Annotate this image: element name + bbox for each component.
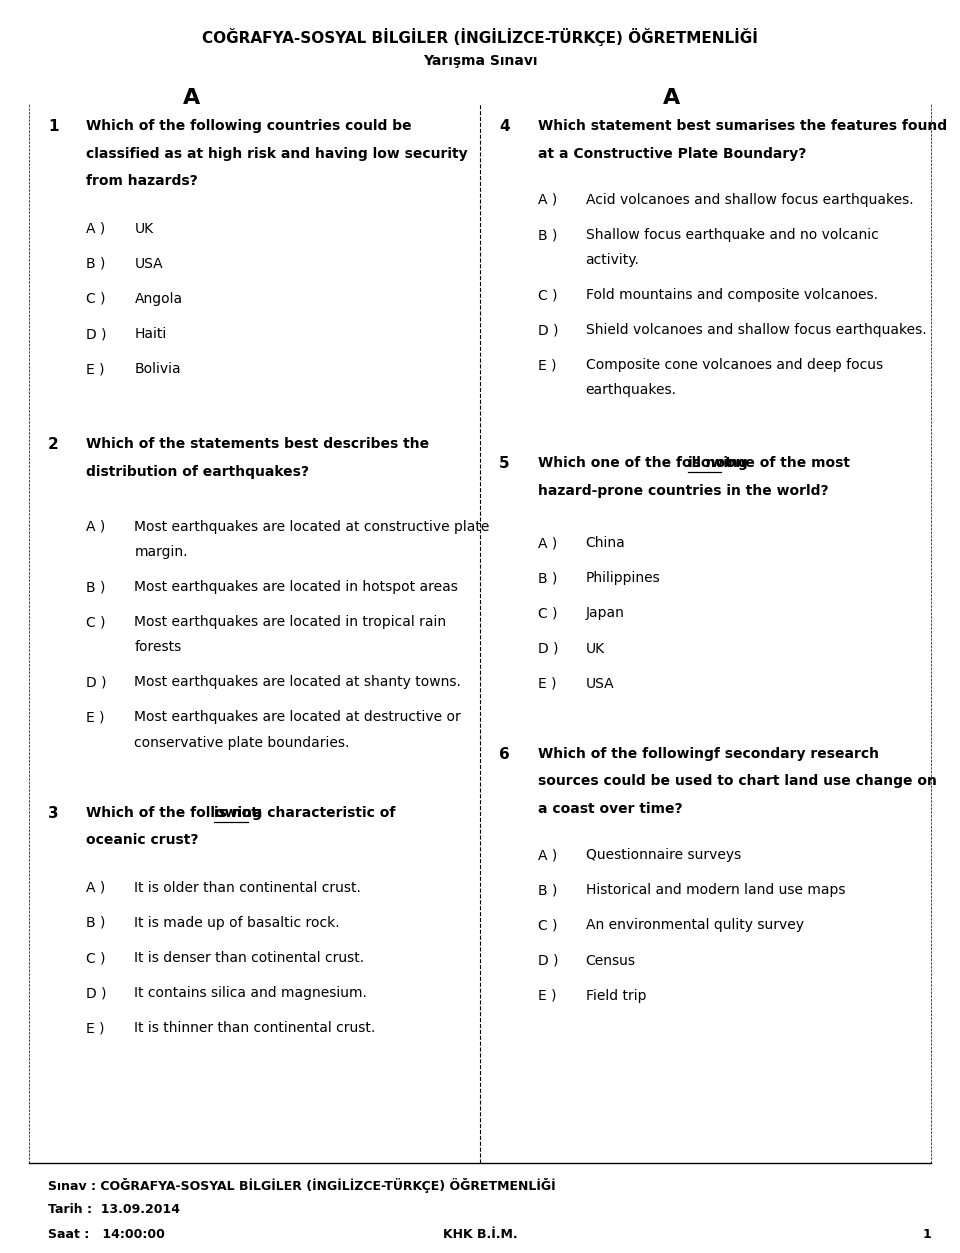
Text: A ): A )	[86, 881, 106, 895]
Text: C ): C )	[538, 288, 557, 302]
Text: Census: Census	[586, 954, 636, 967]
Text: activity.: activity.	[586, 253, 639, 267]
Text: 6: 6	[499, 747, 510, 762]
Text: A ): A )	[538, 848, 557, 862]
Text: from hazards?: from hazards?	[86, 174, 198, 188]
Text: conservative plate boundaries.: conservative plate boundaries.	[134, 736, 349, 749]
Text: An environmental qulity survey: An environmental qulity survey	[586, 918, 804, 932]
Text: D ): D )	[538, 642, 558, 655]
Text: B ): B )	[538, 571, 557, 585]
Text: earthquakes.: earthquakes.	[586, 383, 677, 397]
Text: It is older than continental crust.: It is older than continental crust.	[134, 881, 361, 895]
Text: A: A	[663, 88, 681, 108]
Text: C ): C )	[538, 918, 557, 932]
Text: classified as at high risk and having low security: classified as at high risk and having lo…	[86, 147, 468, 160]
Text: It is denser than cotinental crust.: It is denser than cotinental crust.	[134, 951, 365, 965]
Text: Which statement best sumarises the features found: Which statement best sumarises the featu…	[538, 119, 947, 133]
Text: A ): A )	[86, 222, 106, 236]
Text: E ): E )	[538, 989, 556, 1002]
Text: Fold mountains and composite volcanoes.: Fold mountains and composite volcanoes.	[586, 288, 877, 302]
Text: Yarışma Sınavı: Yarışma Sınavı	[422, 54, 538, 68]
Text: It is thinner than continental crust.: It is thinner than continental crust.	[134, 1021, 375, 1035]
Text: D ): D )	[86, 327, 107, 341]
Text: Angola: Angola	[134, 292, 182, 306]
Text: Which of the following: Which of the following	[86, 806, 267, 819]
Text: C ): C )	[538, 606, 557, 620]
Text: Most earthquakes are located at destructive or: Most earthquakes are located at destruct…	[134, 710, 461, 724]
Text: Acid volcanoes and shallow focus earthquakes.: Acid volcanoes and shallow focus earthqu…	[586, 193, 913, 207]
Text: D ): D )	[538, 954, 558, 967]
Text: USA: USA	[134, 257, 163, 271]
Text: E ): E )	[538, 677, 556, 690]
Text: at a Constructive Plate Boundary?: at a Constructive Plate Boundary?	[538, 147, 806, 160]
Text: Saat :   14:00:00: Saat : 14:00:00	[48, 1228, 165, 1240]
Text: E ): E )	[86, 1021, 105, 1035]
Text: Japan: Japan	[586, 606, 624, 620]
Text: B ): B )	[86, 580, 106, 594]
Text: Philippines: Philippines	[586, 571, 660, 585]
Text: hazard-prone countries in the world?: hazard-prone countries in the world?	[538, 484, 828, 497]
Text: Which of the followingf secondary research: Which of the followingf secondary resear…	[538, 747, 878, 761]
Text: margin.: margin.	[134, 545, 188, 559]
Text: A ): A )	[538, 536, 557, 550]
Text: A ): A )	[538, 193, 557, 207]
Text: B ): B )	[86, 916, 106, 930]
Text: Sınav : COĞRAFYA-SOSYAL BİLGİLER (İNGİLİZCE-TÜRKÇE) ÖĞRETMENLİĞİ: Sınav : COĞRAFYA-SOSYAL BİLGİLER (İNGİLİ…	[48, 1178, 556, 1193]
Text: C ): C )	[86, 951, 106, 965]
Text: C ): C )	[86, 292, 106, 306]
Text: distribution of earthquakes?: distribution of earthquakes?	[86, 465, 309, 479]
Text: 2: 2	[48, 437, 59, 452]
Text: Shield volcanoes and shallow focus earthquakes.: Shield volcanoes and shallow focus earth…	[586, 323, 926, 337]
Text: one of the most: one of the most	[721, 456, 851, 470]
Text: Which of the statements best describes the: Which of the statements best describes t…	[86, 437, 429, 451]
Text: China: China	[586, 536, 625, 550]
Text: D ): D )	[86, 986, 107, 1000]
Text: B ): B )	[538, 883, 557, 897]
Text: Most earthquakes are located at constructive plate: Most earthquakes are located at construc…	[134, 520, 490, 534]
Text: Which one of the following: Which one of the following	[538, 456, 753, 470]
Text: Most earthquakes are located at shanty towns.: Most earthquakes are located at shanty t…	[134, 675, 461, 689]
Text: UK: UK	[586, 642, 605, 655]
Text: A: A	[183, 88, 201, 108]
Text: 5: 5	[499, 456, 510, 471]
Text: Questionnaire surveys: Questionnaire surveys	[586, 848, 741, 862]
Text: Field trip: Field trip	[586, 989, 646, 1002]
Text: Most earthquakes are located in hotspot areas: Most earthquakes are located in hotspot …	[134, 580, 458, 594]
Text: It contains silica and magnesium.: It contains silica and magnesium.	[134, 986, 368, 1000]
Text: A ): A )	[86, 520, 106, 534]
Text: oceanic crust?: oceanic crust?	[86, 833, 199, 847]
Text: D ): D )	[538, 323, 558, 337]
Text: Which of the following countries could be: Which of the following countries could b…	[86, 119, 412, 133]
Text: Haiti: Haiti	[134, 327, 167, 341]
Text: 4: 4	[499, 119, 510, 134]
Text: a coast over time?: a coast over time?	[538, 802, 683, 816]
Text: 1: 1	[923, 1228, 931, 1240]
Text: E ): E )	[538, 358, 556, 372]
Text: 3: 3	[48, 806, 59, 821]
Text: B ): B )	[86, 257, 106, 271]
Text: It is made up of basaltic rock.: It is made up of basaltic rock.	[134, 916, 340, 930]
Text: UK: UK	[134, 222, 154, 236]
Text: COĞRAFYA-SOSYAL BİLGİLER (İNGİLİZCE-TÜRKÇE) ÖĞRETMENLİĞİ: COĞRAFYA-SOSYAL BİLGİLER (İNGİLİZCE-TÜRK…	[202, 28, 758, 45]
Text: sources could be used to chart land use change on: sources could be used to chart land use …	[538, 774, 936, 788]
Text: USA: USA	[586, 677, 614, 690]
Text: Shallow focus earthquake and no volcanic: Shallow focus earthquake and no volcanic	[586, 228, 878, 242]
Text: D ): D )	[86, 675, 107, 689]
Text: Tarih :  13.09.2014: Tarih : 13.09.2014	[48, 1203, 180, 1215]
Text: is not: is not	[688, 456, 732, 470]
Text: is not: is not	[214, 806, 258, 819]
Text: Composite cone volcanoes and deep focus: Composite cone volcanoes and deep focus	[586, 358, 883, 372]
Text: 1: 1	[48, 119, 59, 134]
Text: Historical and modern land use maps: Historical and modern land use maps	[586, 883, 845, 897]
Text: E ): E )	[86, 710, 105, 724]
Text: C ): C )	[86, 615, 106, 629]
Text: Bolivia: Bolivia	[134, 362, 181, 376]
Text: Most earthquakes are located in tropical rain: Most earthquakes are located in tropical…	[134, 615, 446, 629]
Text: forests: forests	[134, 640, 181, 654]
Text: E ): E )	[86, 362, 105, 376]
Text: a characteristic of: a characteristic of	[248, 806, 396, 819]
Text: KHK B.İ.M.: KHK B.İ.M.	[443, 1228, 517, 1240]
Text: B ): B )	[538, 228, 557, 242]
